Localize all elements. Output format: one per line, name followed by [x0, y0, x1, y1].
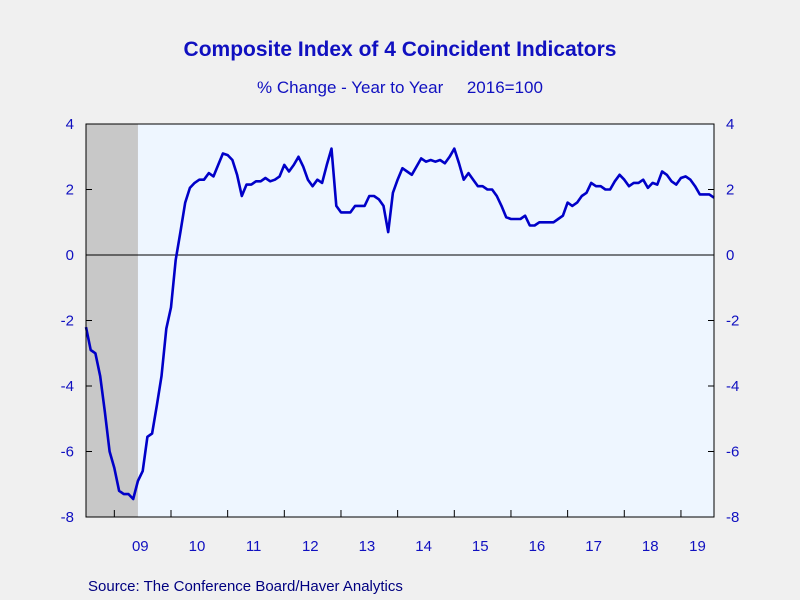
plot-frame — [85, 123, 715, 518]
y-tick-label-left: -4 — [61, 378, 74, 395]
y-tick-label-right: 4 — [726, 116, 734, 133]
plot-area — [86, 124, 714, 517]
x-tick-label: 18 — [642, 538, 659, 555]
x-tick-label: 19 — [689, 538, 706, 555]
chart-subtitle: % Change - Year to Year 2016=100 — [257, 78, 543, 97]
y-tick-label-left: 2 — [66, 182, 74, 199]
x-tick-label: 13 — [359, 538, 376, 555]
x-tick-label: 09 — [132, 538, 149, 555]
y-tick-label-right: -6 — [726, 444, 739, 461]
x-tick-label: 16 — [529, 538, 546, 555]
series-line — [84, 147, 715, 501]
x-tick-label: 17 — [585, 538, 602, 555]
y-tick-label-left: -2 — [61, 313, 74, 330]
recession-shading — [86, 124, 138, 517]
y-tick-label-left: 0 — [66, 247, 74, 264]
y-tick-label-left: 4 — [66, 116, 74, 133]
x-tick-label: 11 — [246, 538, 262, 555]
x-tick-label: 15 — [472, 538, 489, 555]
y-tick-label-right: -8 — [726, 509, 739, 526]
x-tick-label: 12 — [302, 538, 319, 555]
y-tick-label-right: -2 — [726, 313, 739, 330]
chart-title: Composite Index of 4 Coincident Indicato… — [183, 38, 617, 61]
y-tick-label-right: 2 — [726, 182, 734, 199]
x-tick-label: 14 — [415, 538, 432, 555]
source-note: Source: The Conference Board/Haver Analy… — [88, 578, 403, 595]
y-tick-label-left: -6 — [61, 444, 74, 461]
x-tick-label: 10 — [189, 538, 206, 555]
y-tick-label-left: -8 — [61, 509, 74, 526]
y-tick-label-right: 0 — [726, 247, 734, 264]
y-tick-label-right: -4 — [726, 378, 739, 395]
